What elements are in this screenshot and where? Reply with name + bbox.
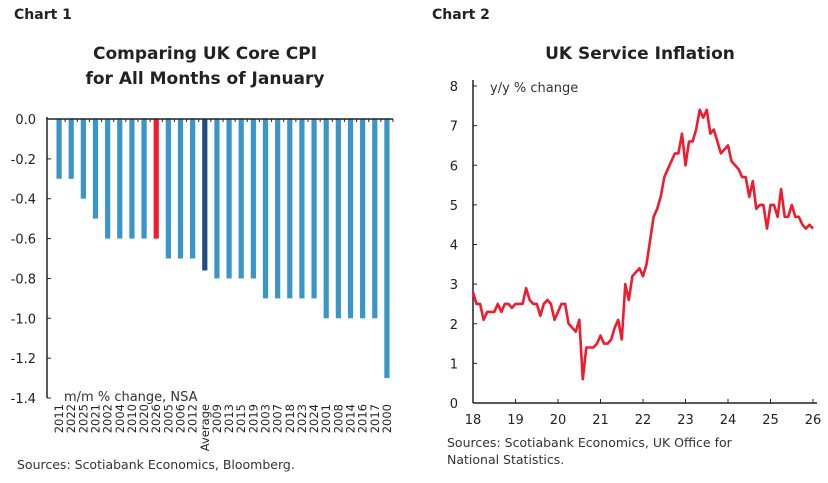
chart1-x-tick-label: 2014 [344,404,358,433]
chart1-x-tick-label: 2011 [52,404,66,433]
chart2-label: Chart 2 [432,7,490,23]
chart1-bar [190,119,196,259]
chart2-title: UK Service Inflation [545,44,735,64]
chart1-bar [335,119,341,319]
chart1-bar [226,119,232,279]
chart1-title-line2: for All Months of January [85,69,325,89]
chart1-y-axis-label: m/m % change, NSA [64,390,198,405]
chart2-x-tick-label: 19 [507,413,524,428]
chart1-x-tick-label: 2025 [76,404,90,433]
chart1-bar [347,119,354,319]
chart1-label: Chart 1 [14,7,72,23]
chart2-y-axis-label: y/y % change [490,81,578,96]
chart1-bar [165,119,171,259]
chart1-bar [80,119,86,199]
chart1-bar [372,119,378,319]
chart2-series-line [471,108,814,381]
chart2-x-tick-label: 23 [677,413,694,428]
chart1-x-tick-label: 2015 [234,404,248,433]
chart1-bar [299,119,305,299]
chart1-bar [153,119,159,239]
chart1-y-tick-label: -0.6 [11,233,36,248]
chart2-x-tick-label: 22 [635,413,652,428]
chart1-y-tick-label: -1.4 [11,392,36,407]
chart1-bar [56,119,62,179]
chart1-bar [262,119,269,299]
chart1-x-tick-label: 2017 [368,404,382,433]
chart1-bar [214,119,220,279]
chart1-x-tick-label: 2009 [210,404,224,433]
chart1-x-tick-label: 2008 [331,404,345,433]
chart2-x-tick-label: 24 [720,413,737,428]
chart1-x-tick-label: 2000 [380,404,394,433]
chart1-bar [360,119,366,319]
chart2-y-tick-label: 8 [450,80,458,95]
chart1-bar [105,119,111,239]
chart2-source-line2: National Statistics. [447,452,565,467]
chart1-bar [68,119,74,179]
chart1-y-tick-label: -0.2 [11,153,36,168]
chart1-bar [250,119,256,279]
chart1-bar [384,119,390,379]
chart2-x-tick-label: 20 [550,413,567,428]
chart2-x-tick-label: 26 [805,413,822,428]
chart1-bar [287,119,293,299]
chart1-bar [141,119,147,239]
chart1-x-tick-label: 2002 [101,404,115,433]
chart1-title: Comparing UK Core CPI for All Months of … [40,42,370,92]
chart2-x-tick-label: 25 [762,413,779,428]
chart2-y-tick-label: 2 [450,318,458,333]
chart1-x-tick-label: 2012 [186,404,200,433]
chart1-x-tick-label: Average [198,404,212,451]
chart1-x-tick-label: 2023 [295,404,309,433]
chart1-x-tick-label: 2020 [137,404,151,433]
chart2-y-tick-label: 1 [450,357,458,372]
chart1-x-tick-label: 2013 [222,404,236,433]
chart1-bar [275,119,281,299]
chart1-x-tick-label: 2005 [161,404,175,433]
chart1-bar [202,119,208,271]
chart2-y-tick-label: 5 [450,199,458,214]
chart1-x-tick-label: 2010 [125,404,139,433]
chart1-x-tick-label: 2001 [319,404,333,433]
chart1-bar [92,119,99,219]
chart2-y-tick-label: 3 [450,278,458,293]
chart1-bar [177,119,184,259]
chart1-y-tick-label: -1.0 [11,312,36,327]
chart1-y-tick-label: -1.2 [11,352,36,367]
chart2-y-tick-label: 6 [450,159,458,174]
chart1-x-tick-label: 2024 [307,404,321,433]
chart1-title-line1: Comparing UK Core CPI [92,44,318,64]
chart2-x-tick-label: 18 [465,413,482,428]
chart1-x-tick-label: 2021 [89,404,103,433]
chart2-source: Sources: Scotiabank Economics, UK Office… [447,434,732,468]
chart1-x-tick-label: 2026 [149,404,163,433]
chart1-bar [323,119,329,319]
chart2-source-line1: Sources: Scotiabank Economics, UK Office… [447,435,732,450]
chart2-y-tick-label: 0 [450,397,458,412]
chart1-x-tick-label: 2006 [174,404,188,433]
chart2-y-tick-label: 7 [450,120,458,135]
chart1-x-tick-label: 2018 [283,404,297,433]
chart1-bar [238,119,244,279]
chart1-x-tick-label: 2007 [271,404,285,433]
chart1-x-tick-label: 2016 [356,404,370,433]
chart1-x-tick-label: 2019 [246,404,260,433]
chart2-x-tick-label: 21 [592,413,609,428]
chart2-y-tick-label: 4 [450,239,458,254]
chart1-x-tick-label: 2004 [113,404,127,433]
chart1-x-tick-label: 2022 [64,404,78,433]
chart1-x-tick-label: 2003 [259,404,273,433]
chart1-y-tick-label: -0.4 [11,193,36,208]
chart1-y-tick-label: -0.8 [11,272,36,287]
chart1-y-tick-label: 0.0 [15,113,36,128]
chart1-bar [117,119,123,239]
chart1-bar [129,119,135,239]
chart1-bar [311,119,317,299]
chart1-source: Sources: Scotiabank Economics, Bloomberg… [17,457,295,472]
